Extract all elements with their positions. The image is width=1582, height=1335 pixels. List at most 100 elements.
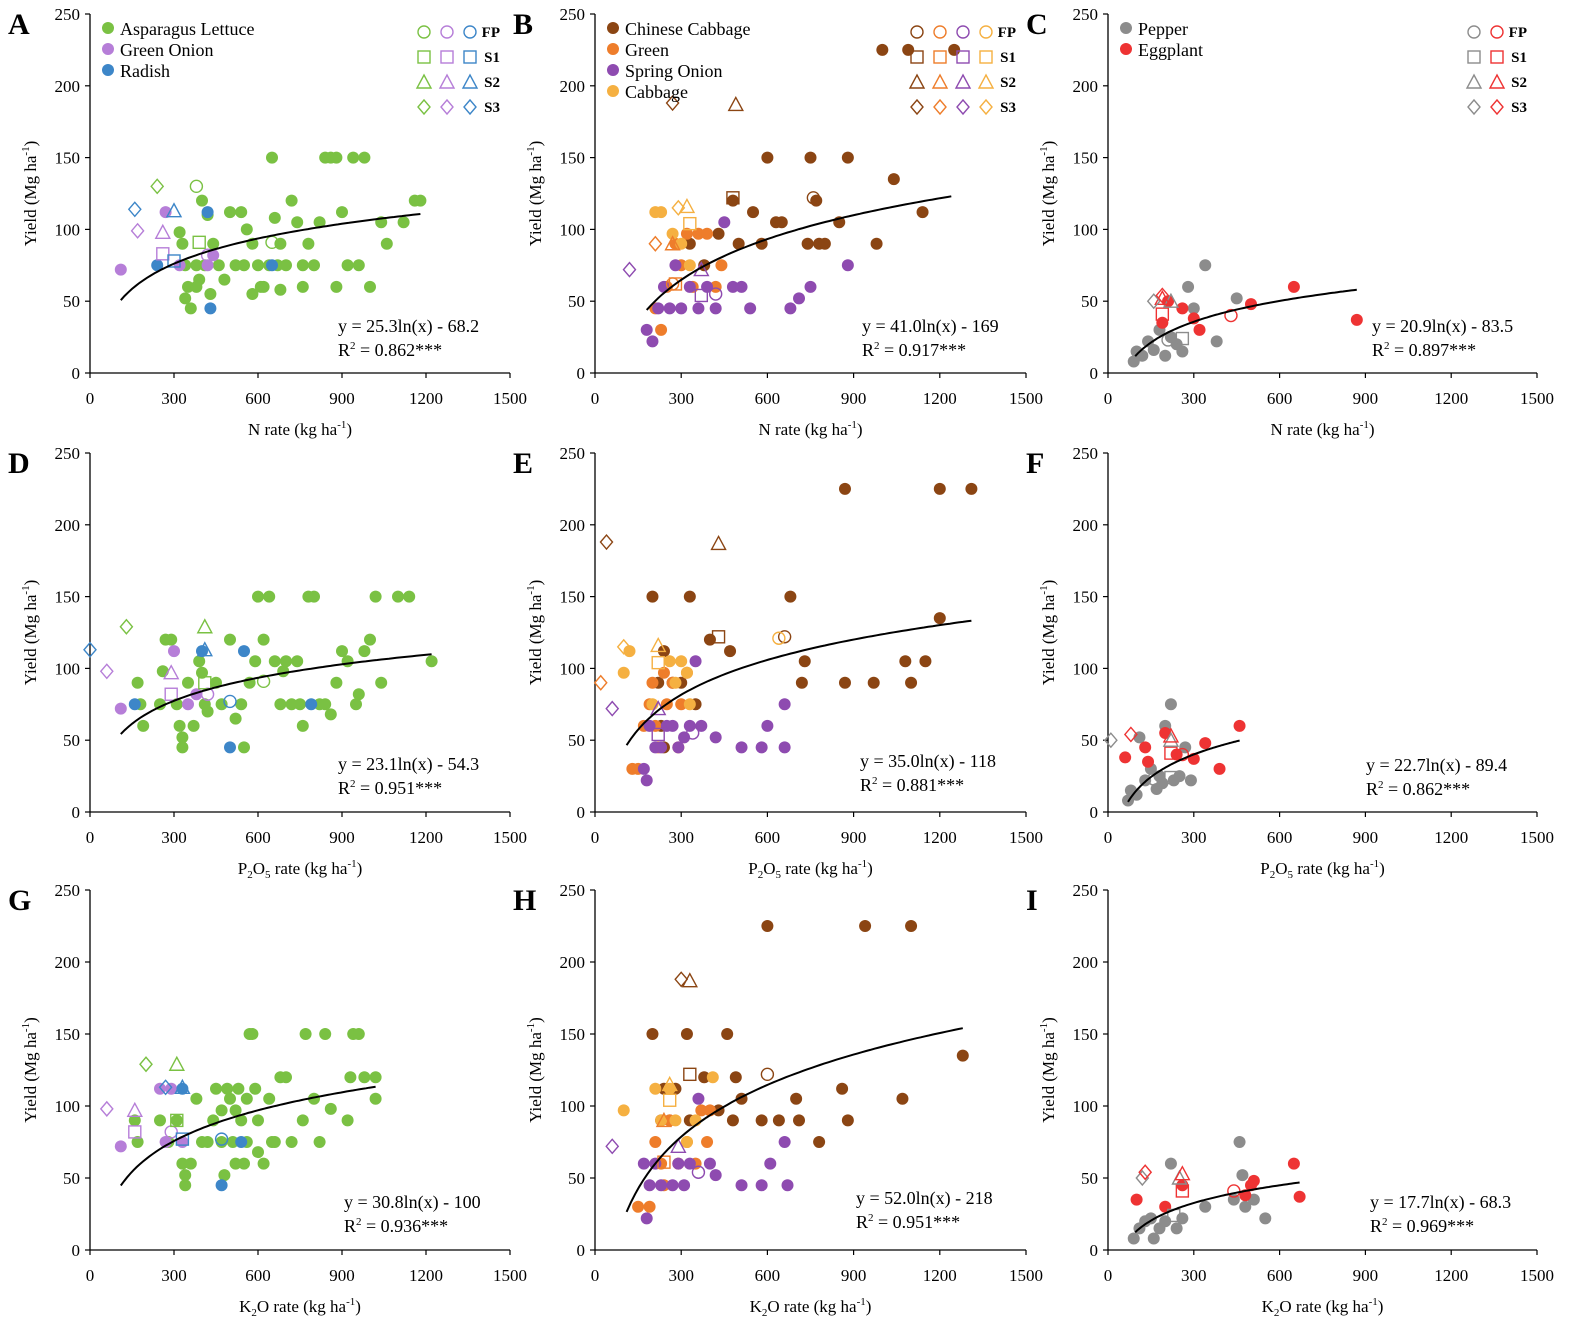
treatment-point — [616, 638, 631, 655]
data-point — [358, 645, 371, 658]
data-point — [257, 1157, 270, 1170]
legend-label: Cabbage — [625, 82, 688, 102]
data-point — [280, 259, 292, 272]
treatment-key-circle-icon — [1490, 25, 1504, 39]
x-tick-label: 600 — [755, 389, 781, 408]
data-point — [692, 1092, 705, 1105]
treatment-point — [661, 1075, 678, 1092]
y-tick-label: 50 — [63, 292, 80, 311]
treatment-point — [648, 235, 663, 252]
data-point — [761, 151, 774, 164]
data-point — [252, 1146, 264, 1159]
data-point — [778, 1136, 791, 1148]
data-point — [274, 698, 287, 711]
data-point — [196, 666, 208, 679]
treatment-point — [170, 1113, 184, 1128]
data-point — [709, 302, 722, 315]
treatment-key-square-icon — [956, 50, 970, 64]
data-point — [226, 1136, 239, 1148]
data-point — [841, 151, 854, 164]
treatment-point — [164, 687, 178, 701]
treatment-point — [196, 618, 213, 634]
data-point — [1127, 1232, 1140, 1245]
data-point — [655, 323, 668, 336]
panel-F: 0 50 100 150 200 250 0 300 600 900 1200 1500 P2O5 ra… — [1026, 444, 1554, 881]
y-tick-label: 250 — [1073, 444, 1099, 463]
data-point — [176, 741, 189, 754]
y-tick-label: 200 — [1073, 516, 1099, 535]
data-point — [179, 292, 192, 305]
data-point — [675, 698, 688, 711]
x-tick-label: 1500 — [493, 828, 527, 847]
treatment-point — [711, 630, 726, 644]
data-point — [683, 590, 696, 603]
panel-D: 0 50 100 150 200 250 0 300 600 900 1200 1500 P2O5 ra… — [8, 444, 527, 881]
data-point — [238, 741, 250, 754]
y-tick-label: 150 — [1073, 149, 1099, 168]
data-point — [193, 655, 206, 668]
data-point — [296, 1114, 309, 1127]
data-point — [131, 1136, 144, 1148]
treatment-point — [1224, 308, 1238, 323]
data-point — [364, 633, 376, 646]
data-point — [1233, 719, 1246, 732]
data-point — [291, 655, 304, 668]
data-point — [210, 1082, 222, 1095]
fit-equation: y = 52.0ln(x) - 218 — [856, 1188, 993, 1209]
treatment-key-label: FP — [998, 25, 1016, 41]
data-point — [663, 1082, 676, 1095]
data-point — [156, 665, 169, 678]
data-point — [184, 1157, 197, 1170]
y-tick-label: 100 — [55, 659, 81, 678]
x-tick-label: 0 — [591, 389, 600, 408]
treatment-key-diamond-icon — [1467, 98, 1481, 116]
data-point — [154, 1114, 166, 1127]
data-point — [1287, 280, 1300, 293]
treatment-point — [1155, 307, 1170, 321]
panel-label: A — [8, 8, 30, 41]
treatment-point — [158, 1079, 173, 1096]
data-point — [1187, 302, 1200, 315]
data-point — [266, 151, 278, 164]
y-tick-label: 100 — [1073, 1097, 1099, 1116]
data-point — [1156, 316, 1169, 329]
data-point — [128, 698, 141, 711]
series-pepper — [1122, 698, 1197, 807]
data-point — [784, 590, 797, 603]
fit-equation: y = 30.8ln(x) - 100 — [344, 1192, 481, 1213]
data-point — [715, 259, 728, 272]
y-tick-label: 0 — [577, 803, 586, 822]
data-point — [680, 1028, 693, 1040]
treatment-point — [126, 1101, 143, 1118]
x-axis-label: P2O5 rate (kg ha-1) — [748, 858, 873, 881]
data-point — [896, 1092, 909, 1105]
treatment-point — [174, 1078, 191, 1094]
data-point — [1236, 1169, 1249, 1182]
y-tick-label: 250 — [1073, 5, 1099, 24]
treatment-point — [651, 727, 665, 742]
data-point — [344, 1071, 357, 1084]
x-tick-label: 0 — [591, 828, 600, 847]
data-point — [652, 302, 665, 315]
y-tick-label: 0 — [577, 364, 586, 383]
data-point — [672, 1157, 685, 1170]
data-point — [793, 1114, 806, 1127]
y-tick-label: 250 — [560, 444, 586, 463]
treatment-point — [605, 1138, 620, 1155]
data-point — [238, 645, 250, 658]
data-point — [637, 1157, 650, 1170]
treatment-point — [691, 1165, 706, 1179]
x-tick-label: 0 — [86, 389, 95, 408]
treatment-point — [683, 216, 697, 231]
treatment-point — [1164, 770, 1178, 785]
treatment-point — [99, 1100, 114, 1117]
data-point — [350, 698, 362, 711]
panel-C: 0 50 100 150 200 250 0 300 600 900 1200 1500 N rate … — [1026, 5, 1554, 439]
treatment-key-label: S2 — [1511, 75, 1527, 91]
data-point — [655, 741, 668, 754]
data-point — [215, 1104, 228, 1117]
data-point — [352, 259, 365, 272]
legend-label: Green — [625, 40, 669, 60]
data-point — [1119, 751, 1132, 764]
treatment-point — [605, 700, 620, 717]
